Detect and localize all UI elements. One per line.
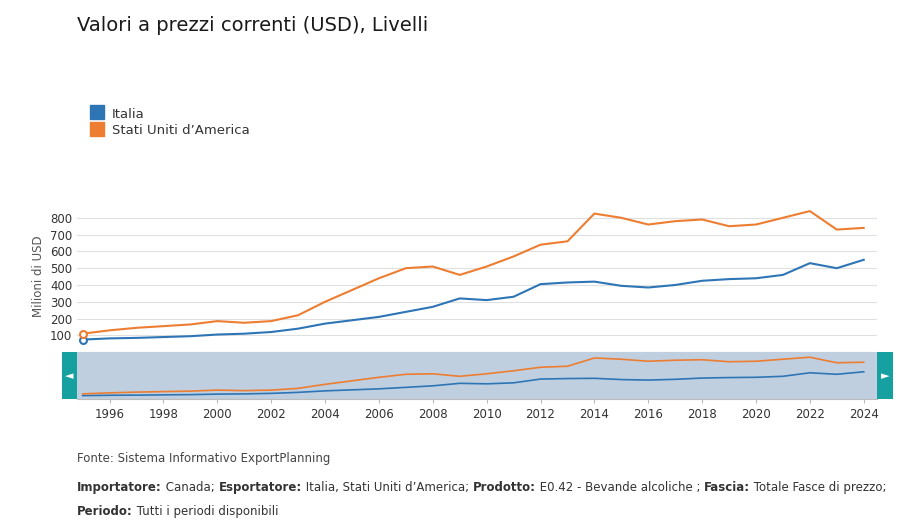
Text: Totale Fasce di prezzo;: Totale Fasce di prezzo; (750, 481, 886, 495)
Text: Tutti i periodi disponibili: Tutti i periodi disponibili (133, 505, 278, 518)
Y-axis label: Milioni di USD: Milioni di USD (32, 236, 45, 317)
Text: Periodo:: Periodo: (77, 505, 133, 518)
Text: Valori a prezzi correnti (USD), Livelli: Valori a prezzi correnti (USD), Livelli (77, 16, 428, 35)
Text: Importatore:: Importatore: (77, 481, 162, 495)
Text: Esportatore:: Esportatore: (218, 481, 302, 495)
Legend: Italia, Stati Uniti d’America: Italia, Stati Uniti d’America (84, 102, 255, 142)
Text: Italia, Stati Uniti d’America;: Italia, Stati Uniti d’America; (302, 481, 473, 495)
Text: E0.42 - Bevande alcoliche ;: E0.42 - Bevande alcoliche ; (535, 481, 704, 495)
Text: Prodotto:: Prodotto: (473, 481, 535, 495)
Text: Fonte: Sistema Informativo ExportPlanning: Fonte: Sistema Informativo ExportPlannin… (77, 452, 331, 466)
Text: ►: ► (881, 371, 889, 381)
Text: ◄: ◄ (65, 371, 74, 381)
Text: Fascia:: Fascia: (704, 481, 750, 495)
Text: Canada;: Canada; (162, 481, 218, 495)
